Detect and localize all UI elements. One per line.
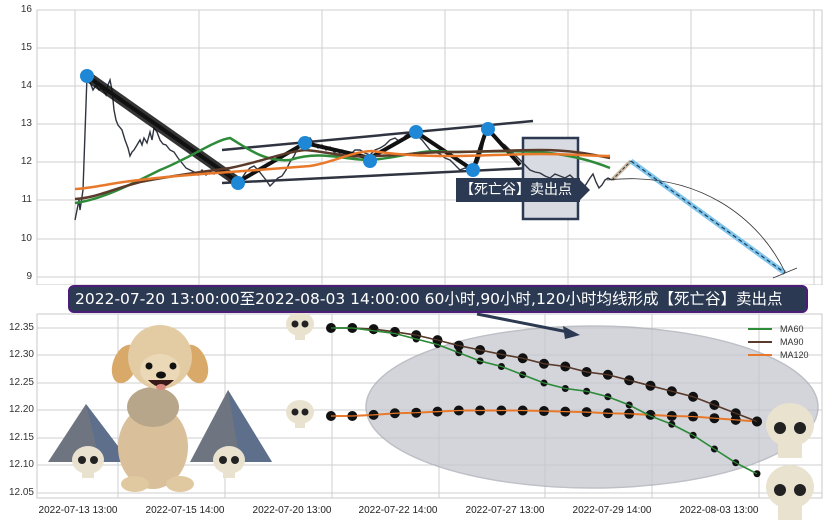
pivot-markers [80,69,495,190]
top-y-tick: 12 [20,156,32,167]
bottom-y-tick: 12.05 [8,487,34,498]
x-tick: 2022-07-27 13:00 [465,505,545,516]
x-tick: 2022-07-20 13:00 [252,505,332,516]
skull-icon [766,403,814,458]
ma90-line [331,327,758,423]
top-y-tick: 10 [20,233,32,244]
ma-chart [36,312,823,520]
sell-point-callout: 【死亡谷】卖出点 [456,178,580,202]
top-y-tick: 16 [20,4,32,15]
skull-icons [72,312,814,520]
legend: MA60 MA90 MA120 [748,322,809,361]
ma60-line [331,327,758,475]
highlight-ellipse [365,325,819,489]
x-tick: 2022-08-03 13:00 [679,505,759,516]
bottom-y-tick: 12.35 [8,322,34,333]
bottom-y-tick: 12.15 [8,432,34,443]
skull-icon [766,465,814,520]
skull-icon [213,446,245,478]
skull-icon [286,400,314,428]
legend-item-ma90: MA90 [748,335,809,348]
legend-label: MA120 [780,349,809,360]
legend-label: MA60 [780,323,804,334]
top-y-tick: 13 [20,118,32,129]
projection-arc [606,178,786,273]
skull-icon [72,446,104,478]
x-tick: 2022-07-13 13:00 [38,505,118,516]
top-y-tick: 15 [20,42,32,53]
legend-swatch [748,340,772,343]
top-y-tick: 9 [26,271,32,282]
legend-label: MA90 [780,336,804,347]
top-y-tick: 14 [20,80,32,91]
ma-series [326,323,762,478]
legend-swatch [748,353,772,356]
ma90-line [74,148,611,201]
x-tick: 2022-07-22 14:00 [358,505,438,516]
legend-swatch [748,327,772,330]
signal-banner: 2022-07-20 13:00:00至2022-08-03 14:00:00 … [68,285,808,313]
skull-icon [286,312,314,340]
ma120-line [74,149,611,191]
top-y-tick: 11 [21,194,32,205]
dog-illustration [111,325,209,492]
bottom-y-tick: 12.20 [8,404,34,415]
bottom-y-tick: 12.30 [8,349,34,360]
bottom-y-tick: 12.10 [8,459,34,470]
bottom-y-tick: 12.25 [8,377,34,388]
callout-arrow [578,178,590,202]
ma120-line [331,409,758,423]
legend-item-ma60: MA60 [748,322,809,335]
x-tick: 2022-07-29 14:00 [572,505,652,516]
legend-item-ma120: MA120 [748,348,809,361]
price-chart [36,9,823,285]
x-tick: 2022-07-15 14:00 [145,505,225,516]
